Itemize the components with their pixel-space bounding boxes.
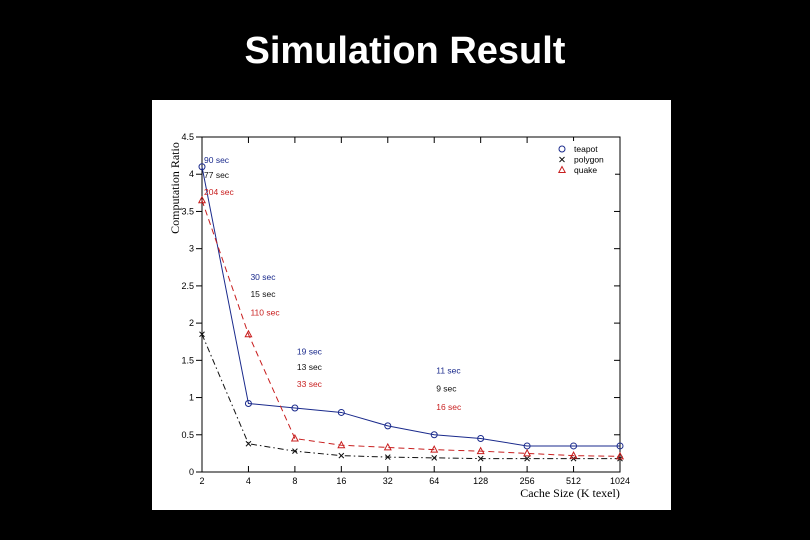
legend-marker-quake	[557, 165, 567, 173]
data-point-quake	[244, 329, 253, 338]
data-point-teapot	[570, 442, 578, 450]
x-tick-label: 4	[246, 476, 251, 486]
axes: 0 0.5 1 1.5 2 2.5 3 3.5 4 4.5 2 4 8 16 32 64 128 256 512 10…	[181, 132, 630, 486]
y-axis-label: Computation Ratio	[168, 142, 182, 234]
series-polygon	[199, 331, 623, 462]
data-point-polygon-stroke-b	[524, 455, 530, 462]
data-annotation-teapot: 11 sec	[436, 366, 461, 376]
data-point-teapot	[477, 435, 485, 442]
data-point-quake	[290, 433, 299, 442]
legend-marker-polygon	[559, 156, 565, 163]
legend-marker-polygon-stroke-b	[559, 156, 565, 163]
data-point-teapot	[384, 422, 392, 430]
data-point-polygon-stroke-b	[292, 448, 298, 455]
data-point-polygon-stroke-b	[384, 454, 391, 460]
data-point-quake	[569, 451, 578, 459]
chart-panel: 0 0.5 1 1.5 2 2.5 3 3.5 4 4.5 2 4 8 16 32 64 128 256 512 10…	[152, 100, 671, 510]
data-point-polygon	[338, 452, 345, 459]
data-point-polygon-stroke-b	[431, 455, 438, 461]
data-point-teapot	[244, 400, 252, 408]
slide-title: Simulation Result	[244, 30, 566, 72]
line-chart: 0 0.5 1 1.5 2 2.5 3 3.5 4 4.5 2 4 8 16 32 64 128 256 512 10…	[168, 132, 630, 500]
y-tick-label: 3	[189, 244, 194, 254]
data-point-polygon	[384, 454, 391, 460]
data-point-quake	[383, 442, 392, 451]
data-annotation-quake: 204 sec	[204, 187, 235, 197]
data-annotation-quake: 16 sec	[436, 402, 462, 412]
data-point-polygon-stroke-b	[199, 331, 205, 338]
x-tick-label: 8	[292, 476, 297, 486]
data-point-teapot	[291, 404, 299, 412]
data-annotation-teapot: 19 sec	[297, 346, 323, 356]
y-tick-label: 3.5	[181, 206, 194, 216]
y-tick-label: 1.5	[181, 355, 194, 365]
series-line-quake	[201, 200, 621, 457]
series-teapot	[198, 163, 624, 450]
y-tick-label: 4.5	[181, 132, 194, 142]
data-point-polygon	[477, 455, 484, 462]
y-tick-label: 2	[189, 318, 194, 328]
data-point-quake	[337, 440, 346, 449]
legend-label-quake: quake	[574, 165, 597, 175]
data-point-teapot	[616, 442, 624, 450]
x-tick-label: 64	[429, 476, 439, 486]
legend-label-teapot: teapot	[574, 144, 598, 154]
data-annotation-quake: 110 sec	[250, 308, 280, 318]
data-annotation-quake: 33 sec	[297, 379, 323, 389]
data-point-quake	[615, 451, 625, 460]
series-line-polygon	[201, 334, 620, 460]
plot-frame	[201, 136, 621, 473]
x-tick-label: 32	[383, 476, 393, 486]
data-annotation-polygon: 13 sec	[297, 362, 323, 372]
data-point-polygon	[245, 440, 252, 447]
data-annotation-polygon: 9 sec	[436, 384, 457, 394]
y-tick-label: 0.5	[181, 430, 194, 440]
legend-marker-teapot	[558, 145, 566, 153]
x-tick-label: 1024	[610, 476, 630, 486]
data-point-quake	[430, 445, 439, 453]
y-tick-label: 1	[189, 393, 194, 403]
data-point-polygon-stroke-b	[245, 440, 252, 447]
y-tick-label: 4	[189, 169, 194, 179]
series-line-teapot	[201, 166, 620, 447]
x-tick-label: 256	[520, 476, 535, 486]
data-point-polygon-stroke-b	[477, 455, 484, 462]
legend-box	[542, 141, 615, 177]
data-annotation-polygon: 15 sec	[250, 289, 276, 299]
data-point-polygon	[199, 331, 205, 338]
data-point-teapot	[337, 408, 345, 416]
data-point-polygon	[292, 448, 298, 455]
data-point-teapot	[430, 431, 438, 439]
data-point-polygon	[524, 455, 530, 462]
legend-label-polygon: polygon	[574, 155, 604, 165]
x-axis-label: Cache Size (K texel)	[520, 486, 620, 500]
data-point-polygon-stroke-b	[338, 452, 345, 459]
data-point-quake	[523, 448, 532, 457]
annotations: 90 sec 77 sec 204 sec 30 sec 15 sec 110 sec 19…	[204, 155, 462, 412]
data-annotation-teapot: 30 sec	[250, 272, 276, 282]
data-point-polygon	[431, 455, 438, 461]
data-point-teapot	[198, 163, 206, 171]
x-tick-label: 512	[566, 476, 581, 486]
data-annotation-polygon: 77 sec	[204, 170, 230, 180]
y-tick-label: 2.5	[181, 281, 194, 291]
x-tick-label: 128	[473, 476, 488, 486]
data-point-quake	[476, 446, 485, 455]
data-point-quake	[197, 195, 207, 204]
series-group	[197, 163, 625, 462]
x-tick-label: 16	[336, 476, 346, 486]
data-annotation-teapot: 90 sec	[204, 155, 230, 165]
x-tick-label: 2	[199, 476, 204, 486]
y-tick-label: 0	[189, 467, 194, 477]
series-quake	[197, 195, 625, 460]
